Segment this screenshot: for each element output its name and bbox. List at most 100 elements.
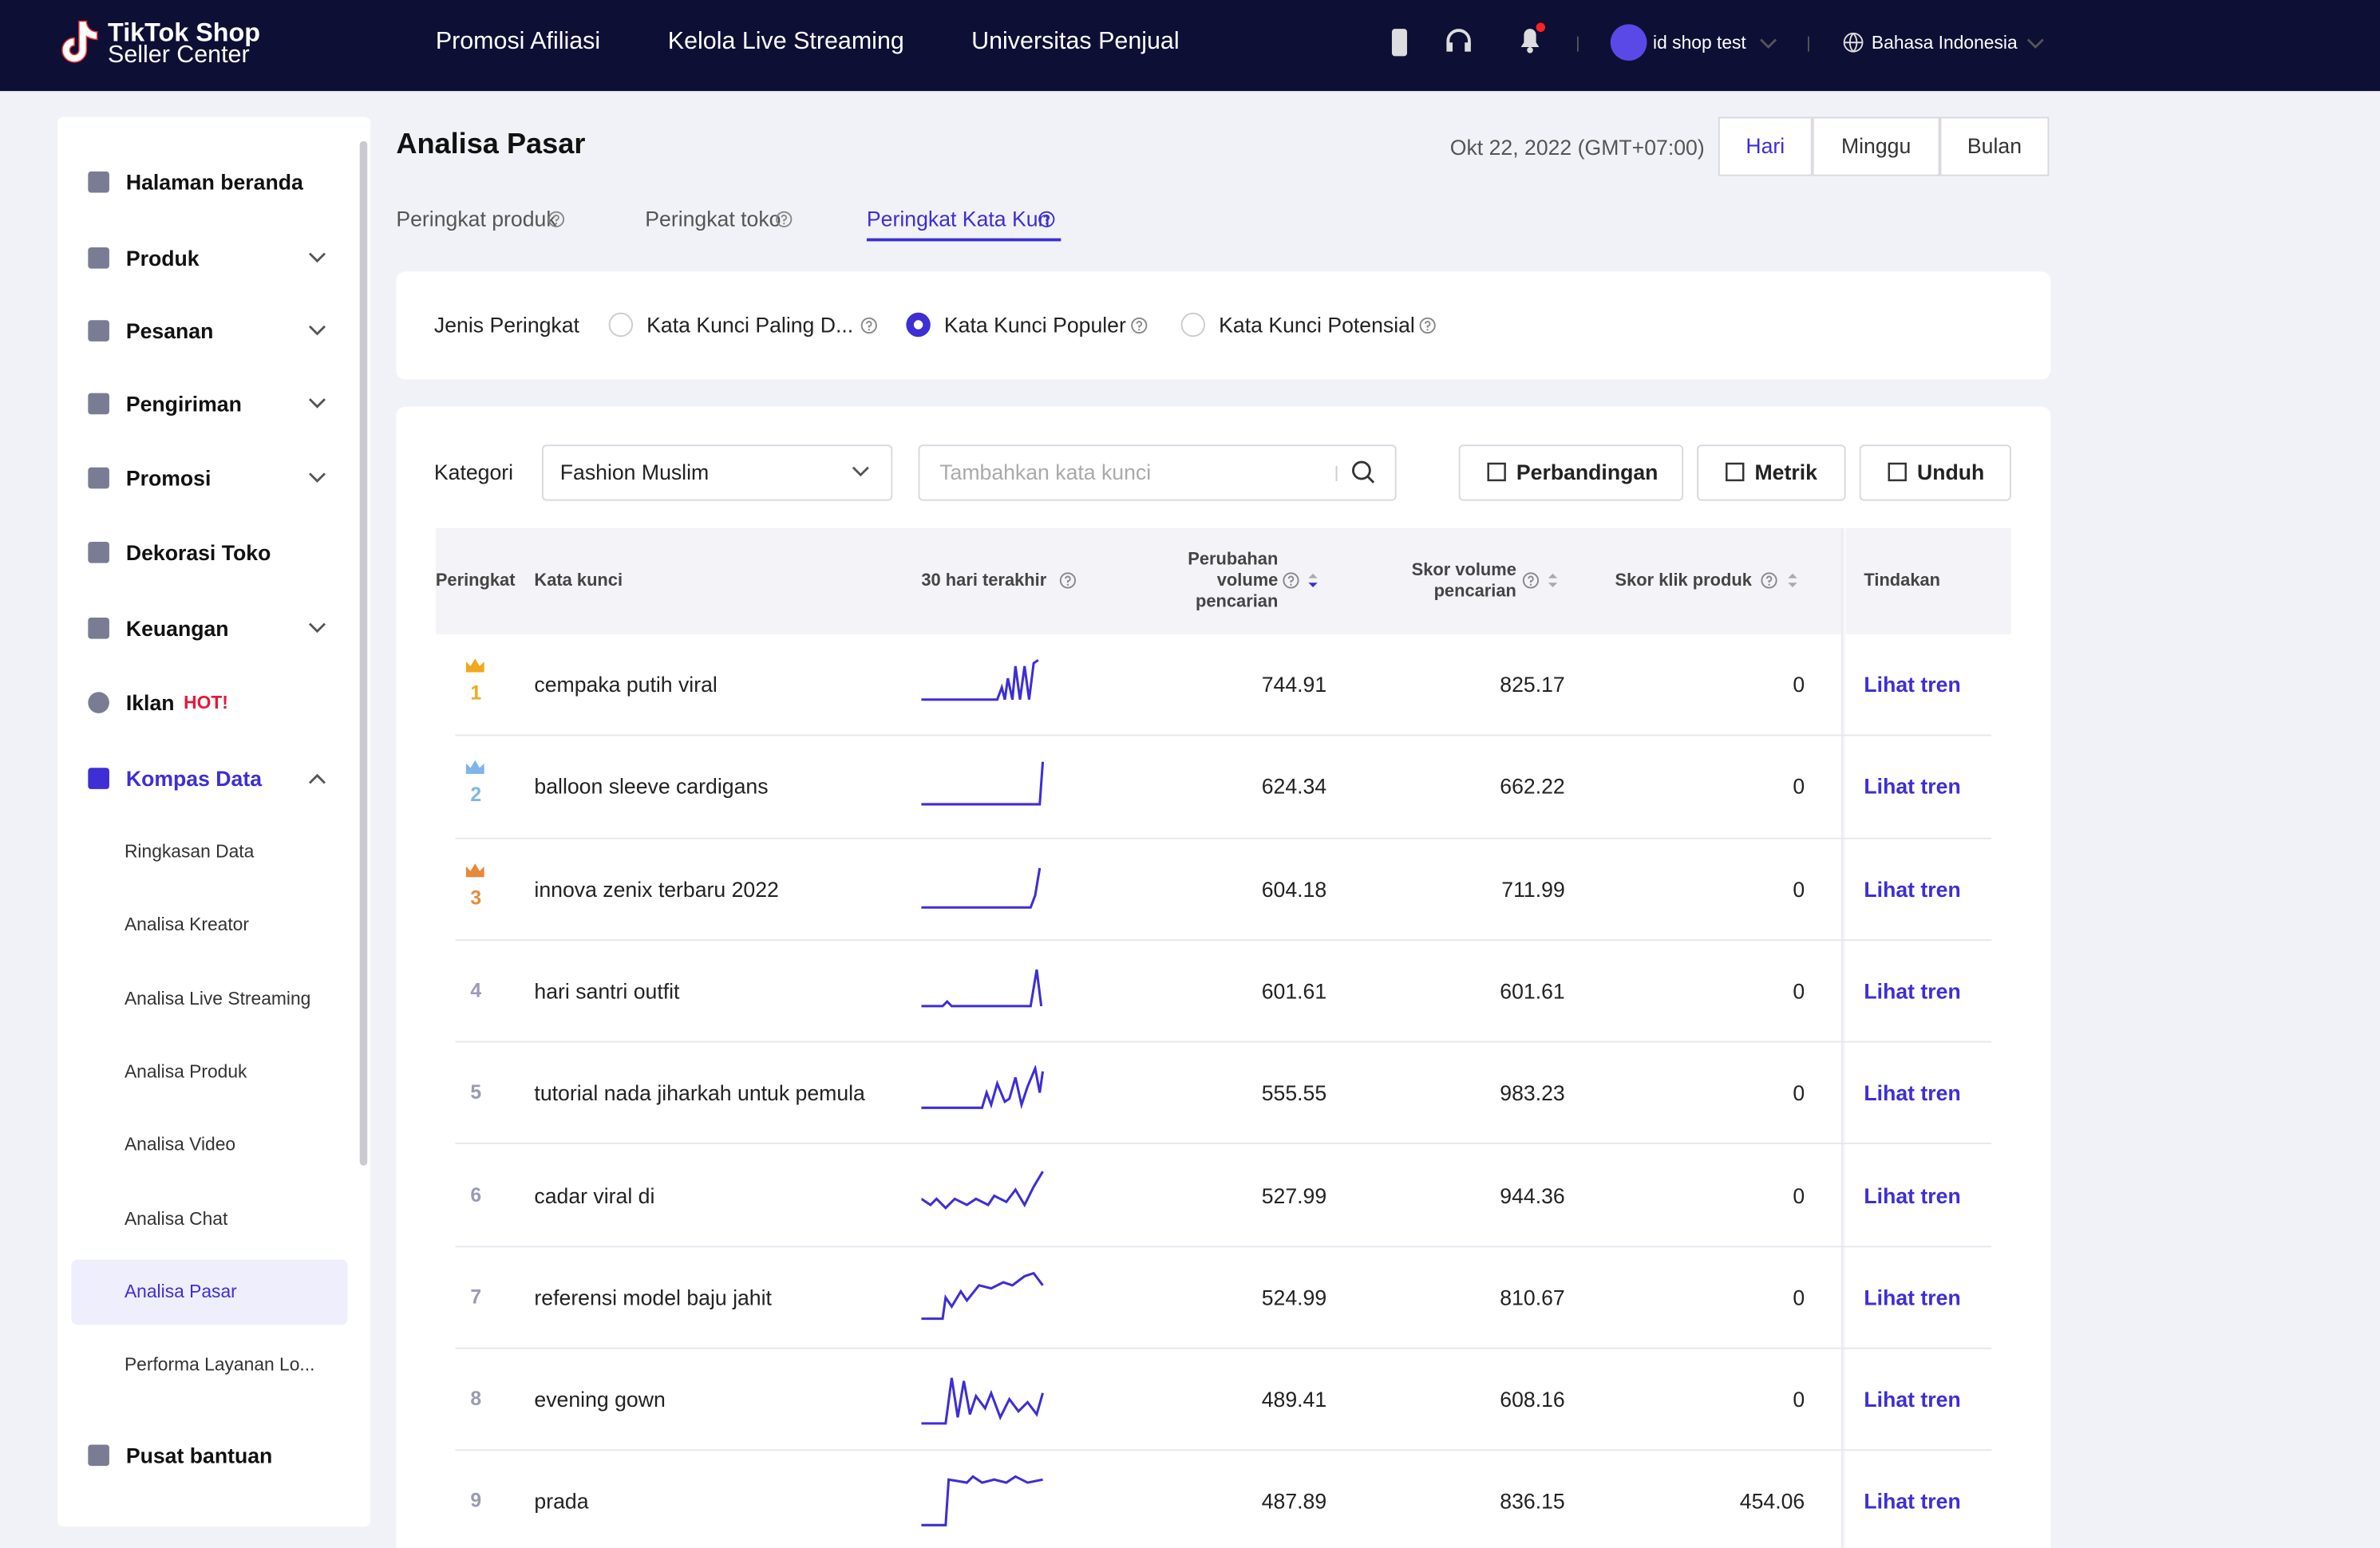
nav-link[interactable]: Promosi Afiliasi	[435, 29, 601, 55]
cell-value: 810.67	[1500, 1285, 1565, 1309]
toolbar-button[interactable]	[1697, 444, 1846, 501]
button-icon	[1724, 461, 1745, 483]
toolbar-button[interactable]	[1859, 444, 2011, 501]
tab[interactable]: Peringkat produk	[396, 206, 557, 231]
user-name[interactable]: id shop test	[1653, 31, 1746, 53]
sidebar-sub-item[interactable]: Analisa Kreator	[124, 913, 249, 935]
top-bar	[0, 0, 2380, 92]
period-button[interactable]: Bulan	[1939, 116, 2050, 176]
sidebar-sub-item[interactable]: Analisa Video	[124, 1133, 236, 1155]
sidebar-item[interactable]: Pesanan	[125, 318, 214, 343]
chevron	[2026, 38, 2045, 50]
sidebar-item[interactable]: Dekorasi Toko	[125, 540, 271, 565]
table-row	[455, 634, 1992, 736]
nav-icon	[88, 467, 109, 489]
filter-card	[396, 271, 2051, 380]
sparkline-svg	[921, 1377, 1044, 1425]
action-link[interactable]: Lihat tren	[1864, 876, 1961, 901]
chevron-svg	[852, 466, 869, 477]
column-header: Peringkat	[435, 571, 516, 590]
nav-link[interactable]: Universitas Penjual	[971, 29, 1180, 55]
chevron-svg	[308, 622, 326, 634]
button-icon-svg	[1487, 462, 1506, 482]
tab[interactable]: Peringkat Kata Kun	[866, 206, 1050, 231]
sidebar-item[interactable]: Pusat bantuan	[125, 1443, 273, 1468]
cell-value: 0	[1793, 1387, 1805, 1412]
sidebar-sub-item[interactable]: Analisa Live Streaming	[124, 988, 311, 1009]
tab[interactable]: Peringkat toko	[645, 206, 781, 231]
sidebar-sub-item[interactable]: Performa Layanan Lo...	[124, 1353, 315, 1376]
sort-icon	[1547, 572, 1559, 590]
radio[interactable]	[906, 312, 931, 338]
table-row	[455, 1349, 1992, 1451]
chevron	[308, 397, 326, 409]
help-icon-svg	[776, 211, 793, 227]
chevron	[308, 472, 326, 484]
help-icon	[1283, 572, 1299, 589]
button-icon	[1486, 461, 1508, 483]
logo-icon	[57, 18, 100, 70]
search-input[interactable]	[918, 444, 1397, 501]
sort-icon	[1307, 572, 1318, 590]
button-label: Perbandingan	[1516, 460, 1658, 484]
sidebar-sub-item[interactable]: Analisa Pasar	[124, 1281, 237, 1302]
keyword: hari santri outfit	[534, 978, 680, 1003]
nav-icon	[88, 393, 109, 415]
phone-icon	[1390, 27, 1409, 57]
table-row	[455, 736, 1992, 839]
toolbar-button[interactable]	[1458, 444, 1684, 501]
nav-icon	[88, 618, 109, 639]
sparkline-svg	[921, 659, 1039, 701]
cell-value: 489.41	[1261, 1387, 1327, 1412]
sidebar-item[interactable]: Pengiriman	[125, 391, 242, 417]
sidebar-item[interactable]: Iklan	[125, 690, 175, 715]
nav-link[interactable]: Kelola Live Streaming	[667, 29, 904, 55]
cell-value: 825.17	[1500, 672, 1565, 697]
sidebar-sub-item[interactable]: Analisa Chat	[124, 1207, 228, 1230]
rank: 3	[470, 885, 482, 909]
sidebar-item[interactable]: Kompas Data	[125, 766, 263, 791]
period-button[interactable]: Minggu	[1812, 116, 1940, 176]
sparkline	[921, 963, 1046, 1017]
brand-sub: Seller Center	[108, 42, 250, 69]
column-header: Perubahan volume pencarian	[1188, 551, 1279, 612]
radio-label[interactable]: Kata Kunci Populer	[943, 312, 1126, 338]
sidebar-sub-item[interactable]: Analisa Produk	[124, 1060, 247, 1082]
action-link[interactable]: Lihat tren	[1864, 1080, 1961, 1105]
period-button[interactable]: Hari	[1718, 116, 1813, 176]
nav-icon	[88, 1444, 109, 1467]
sparkline-svg	[921, 1475, 1043, 1527]
radio-label[interactable]: Kata Kunci Paling D...	[646, 312, 854, 338]
action-link[interactable]: Lihat tren	[1864, 1489, 1961, 1514]
sort-icon	[1786, 572, 1798, 590]
support-icon	[1444, 27, 1474, 57]
cell-value: 0	[1793, 1080, 1805, 1105]
sidebar-sub-item[interactable]: Ringkasan Data	[124, 840, 255, 863]
category-select[interactable]	[541, 444, 893, 501]
action-link[interactable]: Lihat tren	[1864, 672, 1961, 697]
radio-label[interactable]: Kata Kunci Potensial	[1219, 312, 1415, 338]
help-icon-svg	[1131, 317, 1148, 334]
cell-value: 604.18	[1261, 876, 1327, 901]
help-icon	[548, 211, 565, 227]
help-icon	[1419, 317, 1436, 334]
language[interactable]: Bahasa Indonesia	[1871, 31, 2018, 53]
help-icon-svg	[860, 317, 877, 334]
support-icon-svg	[1446, 29, 1471, 52]
sidebar-item[interactable]: Produk	[125, 246, 200, 271]
cell-value: 0	[1793, 1285, 1805, 1309]
action-link[interactable]: Lihat tren	[1864, 1285, 1961, 1309]
help-icon-svg	[1419, 317, 1436, 334]
nav-icon	[88, 247, 109, 269]
action-link[interactable]: Lihat tren	[1864, 774, 1961, 799]
sidebar-item[interactable]: Keuangan	[125, 616, 229, 641]
action-link[interactable]: Lihat tren	[1864, 1183, 1961, 1207]
radio[interactable]	[1180, 312, 1206, 338]
sidebar-item[interactable]: Halaman beranda	[125, 170, 303, 195]
sidebar-item[interactable]: Promosi	[125, 465, 212, 491]
radio[interactable]	[608, 312, 634, 338]
action-link[interactable]: Lihat tren	[1864, 1387, 1961, 1412]
action-link[interactable]: Lihat tren	[1864, 978, 1961, 1003]
help-icon-svg	[1761, 572, 1777, 589]
